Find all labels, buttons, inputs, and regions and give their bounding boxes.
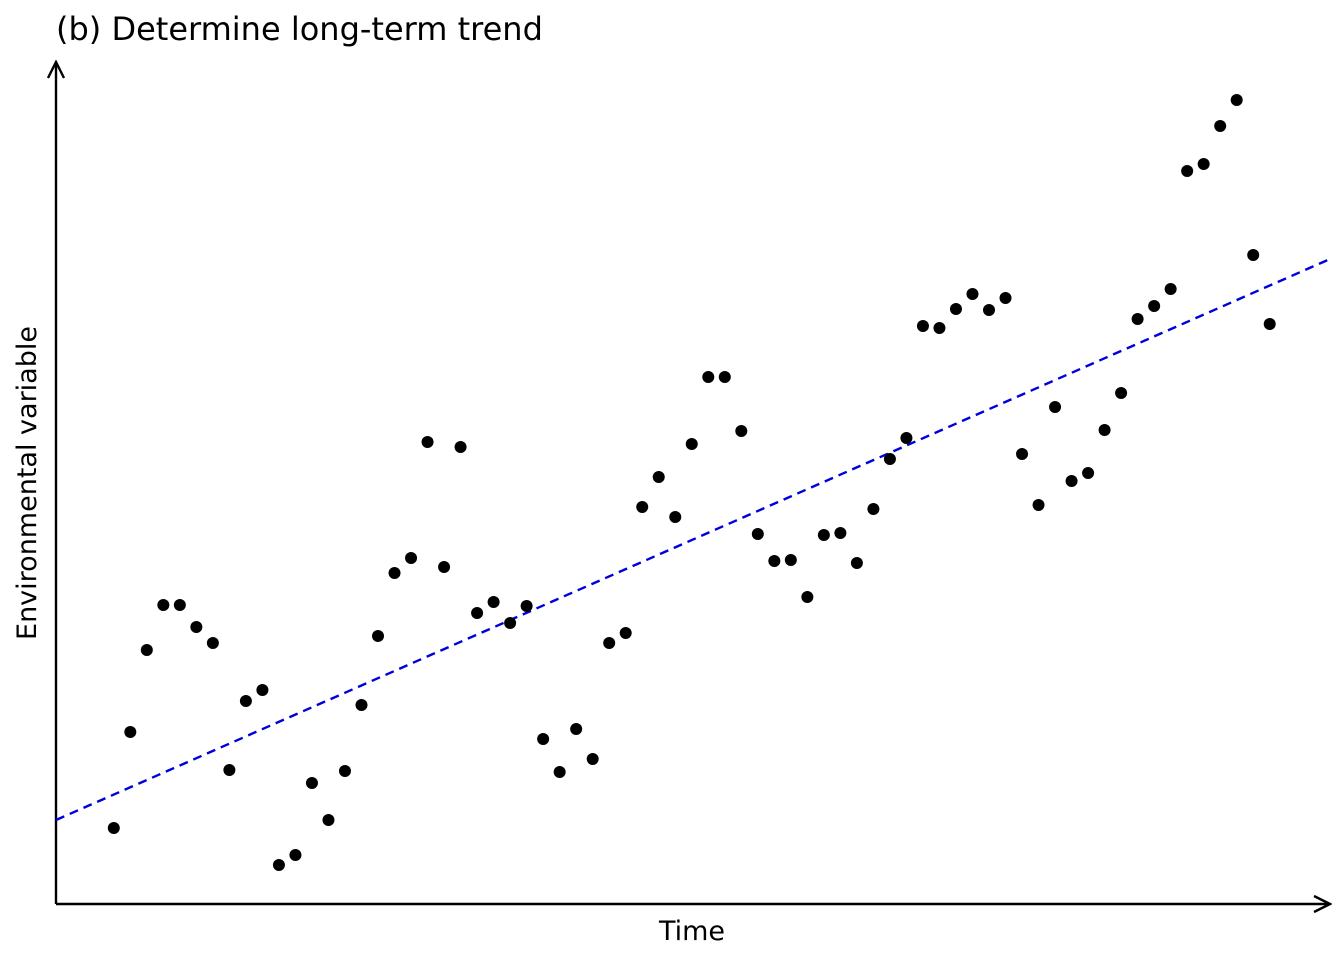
point <box>801 591 814 603</box>
point <box>140 644 153 656</box>
point <box>1214 120 1227 132</box>
point <box>1197 158 1210 170</box>
point <box>1263 318 1276 330</box>
point <box>421 436 434 448</box>
point <box>1098 424 1111 436</box>
point <box>850 557 863 569</box>
point <box>1049 401 1062 413</box>
point <box>338 765 351 777</box>
point <box>190 621 203 633</box>
trend-line <box>55 257 1331 822</box>
point <box>372 630 385 642</box>
point <box>239 695 252 707</box>
point <box>834 527 847 539</box>
point <box>983 304 996 316</box>
point <box>768 555 781 567</box>
point <box>1230 94 1243 106</box>
point <box>652 471 665 483</box>
point <box>916 320 929 332</box>
x-axis-label: Time <box>658 916 725 947</box>
point <box>305 777 318 789</box>
point <box>751 528 764 540</box>
point <box>883 453 896 465</box>
point <box>272 859 285 871</box>
point <box>256 684 269 696</box>
point <box>520 600 533 612</box>
point <box>999 292 1012 304</box>
point <box>685 438 698 450</box>
point <box>1131 313 1144 325</box>
point <box>107 822 120 834</box>
point <box>735 425 748 437</box>
point <box>1065 475 1078 487</box>
point <box>537 733 550 745</box>
point <box>223 764 236 776</box>
point <box>570 723 583 735</box>
point <box>784 554 797 566</box>
point <box>966 288 979 300</box>
point <box>586 753 599 765</box>
point <box>504 617 517 629</box>
point <box>636 501 649 513</box>
point <box>1164 283 1177 295</box>
point <box>900 432 913 444</box>
point <box>157 599 170 611</box>
point <box>322 814 335 826</box>
point <box>173 599 186 611</box>
point <box>619 627 632 639</box>
point <box>702 371 715 383</box>
point <box>867 503 880 515</box>
point <box>388 567 401 579</box>
point <box>124 726 137 738</box>
point <box>718 371 731 383</box>
point <box>1032 499 1045 511</box>
point <box>1181 165 1194 177</box>
point <box>438 561 451 573</box>
chart-title: (b) Determine long-term trend <box>56 10 543 48</box>
point <box>603 637 616 649</box>
point <box>355 699 368 711</box>
point <box>206 637 219 649</box>
point <box>1115 387 1128 399</box>
point <box>1247 249 1260 261</box>
point <box>405 552 418 564</box>
point <box>454 441 467 453</box>
point <box>933 322 946 334</box>
point <box>669 511 682 523</box>
point <box>1148 300 1161 312</box>
point <box>487 596 500 608</box>
point <box>471 607 484 619</box>
point <box>949 303 962 315</box>
point <box>1082 467 1095 479</box>
point <box>1016 448 1029 460</box>
point <box>817 529 830 541</box>
point <box>553 766 566 778</box>
point <box>289 849 302 861</box>
y-axis-label: Environmental variable <box>12 326 43 640</box>
